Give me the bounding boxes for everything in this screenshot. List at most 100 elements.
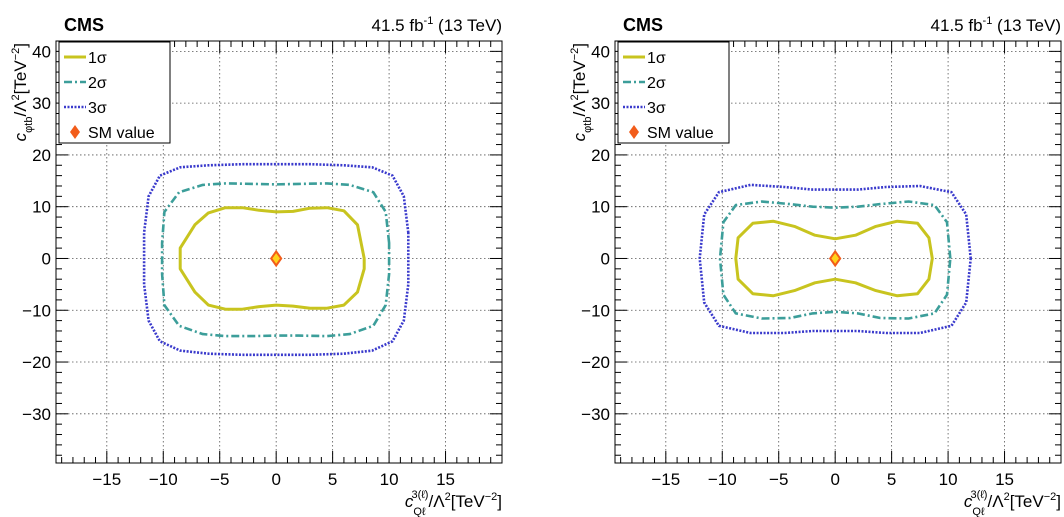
x-title-sup: 3(ℓ) [970, 489, 987, 501]
legend-label: 3σ [88, 100, 107, 117]
luminosity-label: 41.5 fb-1 (13 TeV) [372, 15, 502, 35]
y-title-sub: φtb [582, 117, 594, 133]
x-tick-label: −10 [149, 470, 178, 489]
x-title-sup2: 2 [1004, 491, 1010, 503]
x-title-sub: Qℓ [413, 506, 426, 517]
contour-3σ [142, 162, 410, 357]
y-title-sup: 2 [569, 94, 581, 100]
x-tick-label: 0 [830, 470, 839, 489]
legend-box [58, 41, 171, 144]
legend-label: 1σ [647, 50, 666, 67]
luminosity-exponent: -1 [983, 15, 993, 27]
y-tick-label: 10 [32, 198, 51, 217]
luminosity-energy: (13 TeV) [992, 16, 1061, 35]
legend-label: 1σ [88, 50, 107, 67]
y-tick-label: 0 [42, 249, 51, 268]
y-tick-label: 30 [32, 94, 51, 113]
sm-value-marker [828, 249, 842, 268]
x-tick-label: −5 [210, 470, 229, 489]
sm-value-marker [269, 249, 283, 268]
y-title-c: c [11, 132, 30, 141]
x-title-sub: Qℓ [972, 506, 985, 517]
x-title-close: ] [497, 492, 502, 511]
x-tick-label: 15 [436, 470, 455, 489]
x-title-rest: /Λ [987, 492, 1004, 511]
legend-label-sm: SM value [88, 125, 155, 142]
x-tick-label: 5 [887, 470, 896, 489]
x-title-sup3: −2 [1044, 491, 1057, 503]
luminosity-exponent: -1 [424, 15, 434, 27]
x-tick-label: 10 [380, 470, 399, 489]
legend-label: 2σ [88, 75, 107, 92]
legend-sm-marker [70, 125, 80, 139]
contour-2σ [160, 182, 391, 338]
x-tick-label: 5 [328, 470, 337, 489]
plot-frame [55, 40, 503, 464]
x-title-sup: 3(ℓ) [411, 489, 428, 501]
x-title-sup2: 2 [445, 491, 451, 503]
y-tick-label: 30 [591, 94, 610, 113]
y-axis-title: cφtb/Λ2[TeV−2] [569, 43, 594, 141]
x-tick-label: −5 [769, 470, 788, 489]
y-title-sup2: −2 [569, 48, 581, 61]
contour-1σ [178, 206, 366, 311]
contour-2σ [718, 200, 952, 320]
y-tick-label: 20 [32, 146, 51, 165]
x-title-close: ] [1056, 492, 1061, 511]
y-tick-label: 40 [591, 42, 610, 61]
x-tick-label: −15 [651, 470, 680, 489]
x-title-unit: [TeV [451, 492, 486, 511]
y-tick-label: −20 [581, 353, 610, 372]
luminosity-label: 41.5 fb-1 (13 TeV) [931, 15, 1061, 35]
y-tick-label: 20 [591, 146, 610, 165]
y-axis-title-group: cφtb/Λ2[TeV−2] [569, 43, 594, 141]
x-title-unit: [TeV [1010, 492, 1045, 511]
legend-box [617, 41, 730, 144]
y-tick-label: −10 [581, 301, 610, 320]
y-title-unit: [TeV [570, 60, 589, 95]
legend-label: 3σ [647, 100, 666, 117]
y-title-close: ] [570, 43, 589, 48]
luminosity-value: 41.5 fb [372, 16, 424, 35]
x-title-rest: /Λ [428, 492, 445, 511]
y-title-c: c [570, 132, 589, 141]
y-title-sup: 2 [10, 94, 22, 100]
x-title-c: c [405, 492, 414, 511]
y-title-close: ] [11, 43, 30, 48]
y-title-sub: φtb [23, 117, 35, 133]
x-tick-label: −10 [708, 470, 737, 489]
chart-panel-left: −15 −10 −5 0 5 10 15 −30 −20 −10 0 10 20 30 40 CMS 41.5 … [10, 15, 503, 517]
chart-panel-right: −15 −10 −5 0 5 10 15 −30 −20 −10 0 10 20 30 40 CMS 41.5 … [569, 15, 1062, 517]
y-tick-label: −30 [22, 405, 51, 424]
x-axis-title: cQℓ 3(ℓ)/Λ2[TeV−2] [405, 489, 502, 517]
luminosity-value: 41.5 fb [931, 16, 983, 35]
y-tick-label: −30 [581, 405, 610, 424]
legend-sm-marker [629, 125, 639, 139]
contour-1σ [734, 219, 934, 298]
y-tick-label: 40 [32, 42, 51, 61]
luminosity-energy: (13 TeV) [433, 16, 502, 35]
y-title-rest: /Λ [570, 100, 589, 117]
cms-label: CMS [64, 15, 104, 35]
y-title-rest: /Λ [11, 100, 30, 117]
y-title-sup2: −2 [10, 48, 22, 61]
y-axis-title: cφtb/Λ2[TeV−2] [10, 43, 35, 141]
x-tick-label: 0 [271, 470, 280, 489]
y-title-unit: [TeV [11, 60, 30, 95]
plot-frame [614, 40, 1062, 464]
y-tick-label: −20 [22, 353, 51, 372]
y-tick-label: 10 [591, 198, 610, 217]
x-title-sup3: −2 [485, 491, 498, 503]
y-tick-label: −10 [22, 301, 51, 320]
x-tick-label: 10 [939, 470, 958, 489]
contour-3σ [698, 183, 972, 335]
x-tick-label: 15 [995, 470, 1014, 489]
y-axis-title-group: cφtb/Λ2[TeV−2] [10, 43, 35, 141]
legend-label-sm: SM value [647, 125, 714, 142]
x-tick-label: −15 [92, 470, 121, 489]
x-title-c: c [964, 492, 973, 511]
legend-label: 2σ [647, 75, 666, 92]
x-axis-title: cQℓ 3(ℓ)/Λ2[TeV−2] [964, 489, 1061, 517]
y-tick-label: 0 [601, 249, 610, 268]
